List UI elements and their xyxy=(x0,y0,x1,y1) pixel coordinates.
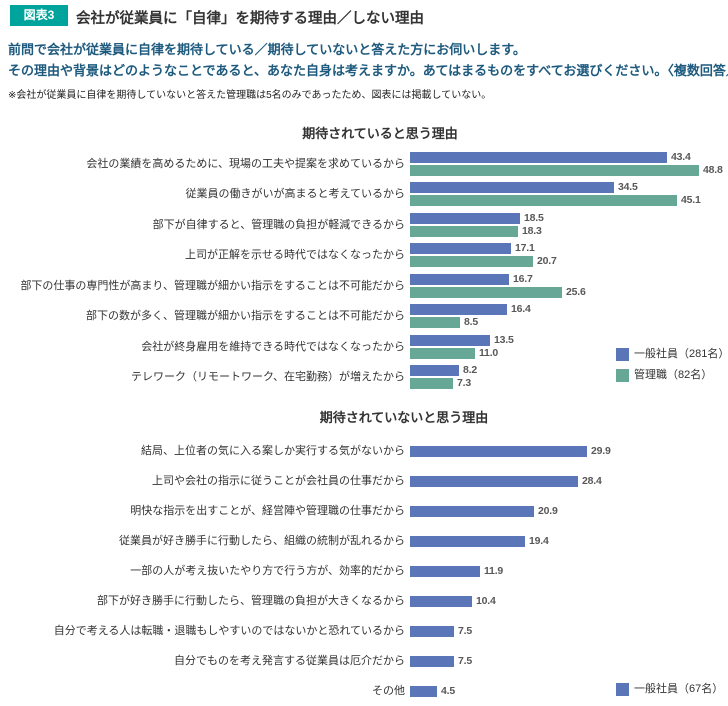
category-label: 会社が終身雇用を維持できる時代ではなくなったから xyxy=(141,341,405,353)
bar-general-employees xyxy=(410,656,454,667)
bar-general-employees xyxy=(410,536,525,547)
category-label: 従業員が好き勝手に行動したら、組織の統制が乱れるから xyxy=(119,535,405,547)
bar-managers xyxy=(410,348,475,359)
category-label: 一部の人が考え抜いたやり方で行う方が、効率的だから xyxy=(130,565,405,577)
value-label: 45.1 xyxy=(681,194,701,206)
value-label: 13.5 xyxy=(494,334,514,346)
category-label: 部下が自律すると、管理職の負担が軽減できるから xyxy=(152,219,405,231)
bar-general-employees xyxy=(410,476,578,487)
value-label: 19.4 xyxy=(529,535,549,547)
category-label: その他 xyxy=(372,685,405,697)
value-label: 29.9 xyxy=(591,445,611,457)
figure-number-badge: 図表3 xyxy=(10,5,68,26)
value-label: 4.5 xyxy=(441,685,455,697)
category-label: 従業員の働きがいが高まると考えているから xyxy=(185,188,405,200)
bar-managers xyxy=(410,378,453,389)
bar-general-employees xyxy=(410,152,667,163)
footnote: ※会社が従業員に自律を期待していないと答えた管理職は5名のみであったため、図表に… xyxy=(8,90,492,101)
bar-managers xyxy=(410,287,562,298)
value-label: 7.5 xyxy=(458,625,472,637)
legend-swatch xyxy=(616,348,629,361)
value-label: 16.7 xyxy=(513,273,533,285)
value-label: 43.4 xyxy=(671,151,691,163)
value-label: 28.4 xyxy=(582,475,602,487)
category-label: 上司が正解を示せる時代ではなくなったから xyxy=(185,249,405,261)
category-label: 部下の仕事の専門性が高まり、管理職が細かい指示をすることは不可能だから xyxy=(20,280,405,292)
bar-general-employees xyxy=(410,596,472,607)
bar-general-employees xyxy=(410,446,587,457)
bar-general-employees xyxy=(410,182,614,193)
value-label: 16.4 xyxy=(511,303,531,315)
value-label: 18.5 xyxy=(524,212,544,224)
category-label: 部下が好き勝手に行動したら、管理職の負担が大きくなるから xyxy=(97,595,405,607)
bar-managers xyxy=(410,317,460,328)
chart2-title: 期待されていないと思う理由 xyxy=(319,410,489,425)
legend-swatch xyxy=(616,369,629,382)
legend-label: 一般社員（281名） xyxy=(634,348,728,360)
bar-general-employees xyxy=(410,566,480,577)
value-label: 48.8 xyxy=(703,164,723,176)
value-label: 7.5 xyxy=(458,655,472,667)
chart1-title: 期待されていると思う理由 xyxy=(302,126,458,141)
legend-swatch xyxy=(616,683,629,696)
category-label: 結局、上位者の気に入る案しか実行する気がないから xyxy=(141,445,405,457)
survey-question-line1: 前問で会社が従業員に自律を期待している／期待していないと答えた方にお伺いします。 xyxy=(8,42,526,57)
value-label: 18.3 xyxy=(522,225,542,237)
bar-managers xyxy=(410,256,533,267)
value-label: 7.3 xyxy=(457,377,471,389)
value-label: 20.7 xyxy=(537,255,557,267)
bar-managers xyxy=(410,195,677,206)
category-label: 明快な指示を出すことが、経営陣や管理職の仕事だから xyxy=(130,505,405,517)
bar-general-employees xyxy=(410,686,437,697)
value-label: 11.0 xyxy=(479,347,499,359)
value-label: 8.5 xyxy=(464,316,478,328)
bar-general-employees xyxy=(410,506,534,517)
value-label: 20.9 xyxy=(538,505,558,517)
survey-question-line2: その理由や背景はどのようなことであると、あなた自身は考えますか。あてはまるものを… xyxy=(8,63,728,78)
value-label: 34.5 xyxy=(618,181,638,193)
value-label: 8.2 xyxy=(463,364,477,376)
value-label: 11.9 xyxy=(484,565,504,577)
bar-general-employees xyxy=(410,626,454,637)
bar-general-employees xyxy=(410,274,509,285)
category-label: 部下の数が多く、管理職が細かい指示をすることは不可能だから xyxy=(86,310,405,322)
bar-managers xyxy=(410,165,699,176)
bar-general-employees xyxy=(410,304,507,315)
legend-label: 管理職（82名） xyxy=(634,369,713,381)
bar-general-employees xyxy=(410,335,490,346)
category-label: 上司や会社の指示に従うことが会社員の仕事だから xyxy=(152,475,405,487)
category-label: 会社の業績を高めるために、現場の工夫や提案を求めているから xyxy=(86,158,405,170)
bar-general-employees xyxy=(410,213,520,224)
category-label: 自分で考える人は転職・退職もしやすいのではないかと恐れているから xyxy=(53,625,405,637)
value-label: 10.4 xyxy=(476,595,496,607)
bar-general-employees xyxy=(410,243,511,254)
bar-general-employees xyxy=(410,365,459,376)
bar-managers xyxy=(410,226,518,237)
category-label: テレワーク（リモートワーク、在宅勤務）が増えたから xyxy=(130,371,405,383)
legend-label: 一般社員（67名） xyxy=(634,683,724,695)
survey-question-text: 前問で会社が従業員に自律を期待している／期待していないと答えた方にお伺いします。… xyxy=(8,39,728,81)
category-label: 自分でものを考え発言する従業員は厄介だから xyxy=(174,655,405,667)
value-label: 17.1 xyxy=(515,242,535,254)
value-label: 25.6 xyxy=(566,286,586,298)
figure-title: 会社が従業員に「自律」を期待する理由／しない理由 xyxy=(76,11,424,27)
